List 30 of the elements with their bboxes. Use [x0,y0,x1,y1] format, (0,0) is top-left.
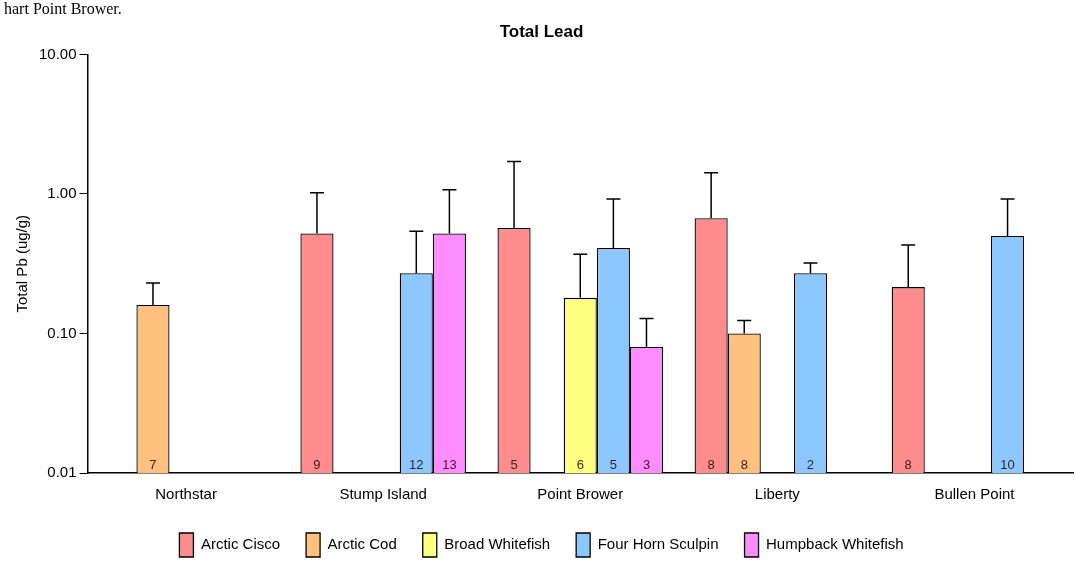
x-tick-label: Stump Island [339,485,427,503]
x-tick-label: Liberty [754,485,801,503]
text: hart Point Brower. [4,0,122,18]
y-tick-label: 1.00 [47,184,77,202]
annotation: 8 [740,457,748,473]
annotation: 8 [707,457,715,473]
legend-label: Broad Whitefish [444,535,551,553]
annotation: 9 [313,457,321,473]
annotation: 13 [442,457,457,473]
y-axis-title: Total Pb (ug/g) [13,214,31,313]
annotation: 3 [642,457,651,473]
annotation: 12 [409,457,424,473]
annotation: 8 [904,457,912,473]
legend-label: Humpback Whitefish [766,535,904,553]
y-tick-label: 0.10 [47,323,77,341]
annotation: 10 [1000,457,1015,473]
legend-label: Arctic Cisco [200,535,281,553]
legend-label: Four Horn Sculpin [597,535,719,553]
legend-label: Arctic Cod [327,535,397,553]
annotation: 2 [806,457,815,473]
x-tick-label: Northstar [155,485,217,503]
chart-title: Total Lead [499,21,584,41]
annotation: 6 [576,457,584,473]
y-tick-label: 10.00 [38,44,77,62]
x-tick-label: Point Brower [537,485,624,503]
annotation: 5 [510,457,518,473]
annotation: 7 [149,457,157,473]
annotation: 5 [609,457,617,473]
x-tick-label: Bullen Point [934,485,1016,503]
y-tick-label: 0.01 [47,463,77,481]
